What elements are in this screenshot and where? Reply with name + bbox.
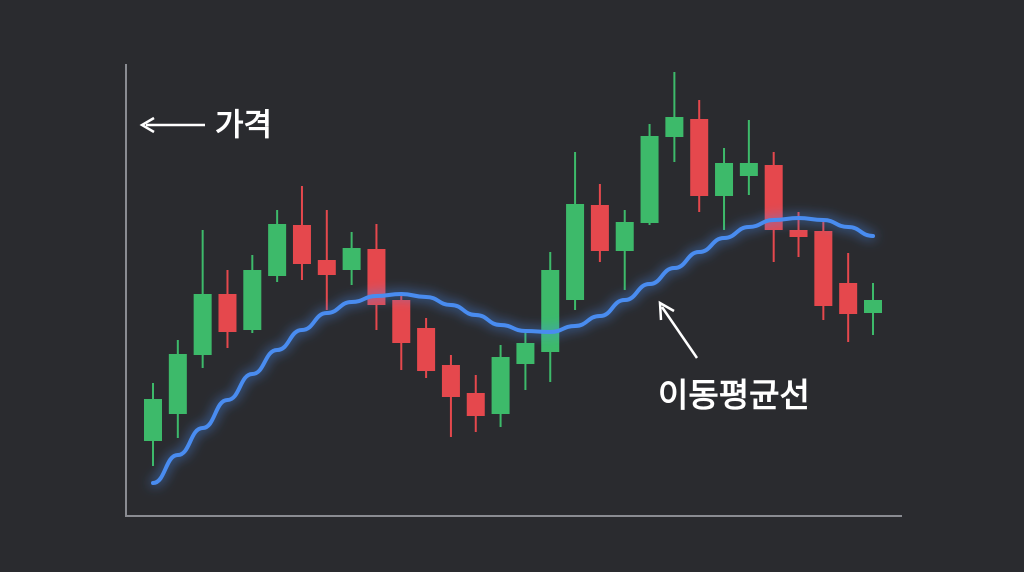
candle-body: [566, 204, 585, 300]
candle-body: [367, 249, 386, 305]
plot: [144, 72, 882, 485]
candle-body: [640, 136, 659, 223]
ma-arrow: [660, 306, 699, 359]
candle-body: [615, 222, 634, 251]
moving-average-line: [151, 215, 875, 485]
candle-body: [764, 165, 783, 230]
candle-body: [243, 270, 262, 330]
ma-label: 이동평균선: [658, 376, 810, 415]
candle-body: [392, 300, 411, 343]
candle-body: [144, 399, 162, 441]
ma-arrow-head: [658, 300, 675, 321]
candle-body: [516, 343, 535, 364]
candle-body: [665, 117, 684, 137]
candle-body: [218, 294, 237, 332]
candle-body: [715, 163, 734, 196]
price-label: 가격: [215, 108, 272, 144]
candle-body: [268, 224, 287, 276]
candle-body: [541, 270, 560, 352]
candle-body: [789, 230, 808, 237]
candle-body: [864, 300, 882, 313]
candle-body: [193, 294, 212, 355]
price-arrow-head: [139, 116, 155, 134]
candle-body: [491, 357, 510, 414]
candle-body: [839, 283, 858, 314]
candle-body: [342, 248, 361, 270]
candle-body: [814, 231, 833, 306]
candle-body: [690, 119, 709, 196]
candle-body: [317, 260, 336, 275]
candle-body: [441, 365, 460, 397]
candle-body: [417, 328, 436, 371]
candle-body: [168, 354, 187, 414]
candle-body: [466, 393, 485, 416]
candle-body: [292, 225, 311, 264]
candle-body: [739, 163, 758, 176]
candle-body: [590, 205, 609, 251]
